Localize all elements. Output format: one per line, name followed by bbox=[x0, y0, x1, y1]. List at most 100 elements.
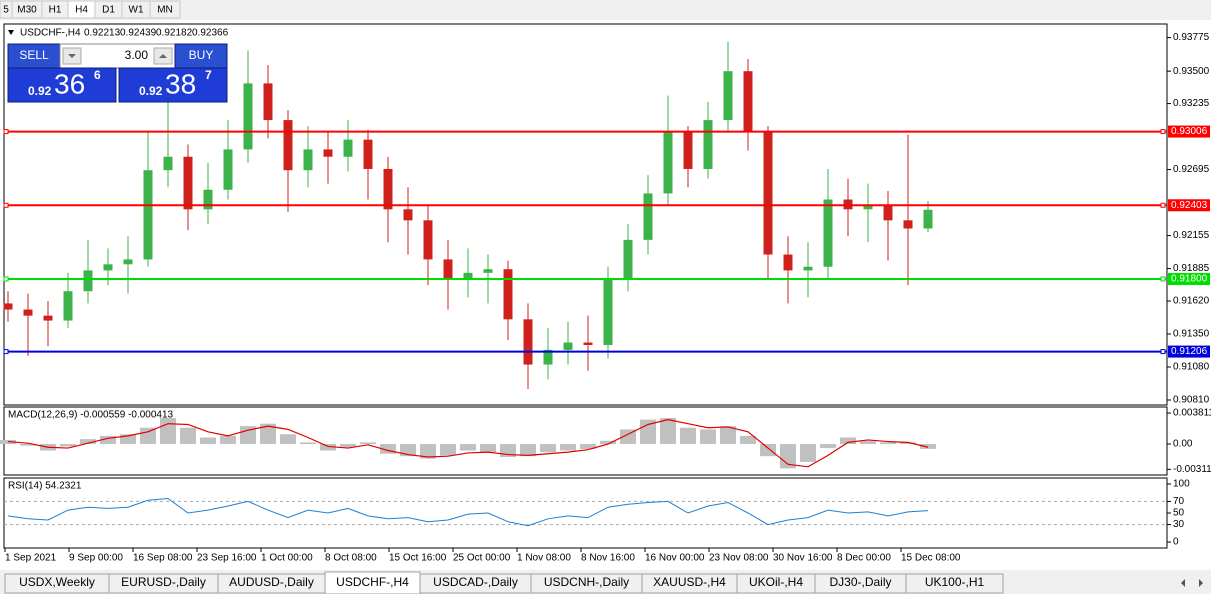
level-anchor bbox=[3, 129, 9, 135]
level-anchor bbox=[1160, 202, 1166, 208]
level-label: 0.93006 bbox=[1171, 126, 1208, 137]
macd-bar bbox=[160, 417, 176, 445]
y-tick-label: 0.91350 bbox=[1173, 329, 1210, 340]
macd-bar bbox=[60, 444, 76, 447]
macd-bar bbox=[620, 429, 636, 445]
macd-bar bbox=[320, 444, 336, 451]
ohlc-value: 0.92366 bbox=[192, 28, 229, 39]
macd-bar bbox=[260, 423, 276, 445]
macd-bar bbox=[740, 435, 756, 445]
price-box[interactable] bbox=[7, 67, 117, 103]
y-tick-label: 0.90810 bbox=[1173, 395, 1210, 406]
candle-body bbox=[443, 259, 453, 279]
candle-body bbox=[683, 132, 693, 169]
macd-signal bbox=[7, 418, 929, 468]
level-anchor bbox=[1160, 129, 1166, 135]
chart-tab-label: XAUUSD-,H4 bbox=[653, 575, 726, 589]
price-sup: 6 bbox=[94, 68, 101, 82]
price-box[interactable] bbox=[118, 67, 228, 103]
buy-label: BUY bbox=[189, 48, 214, 62]
candle-body bbox=[43, 315, 53, 321]
candle-body bbox=[423, 220, 433, 260]
candle-body bbox=[723, 71, 733, 121]
level-label-bg bbox=[1168, 199, 1210, 212]
level-label: 0.92403 bbox=[1171, 200, 1208, 211]
macd-bar bbox=[180, 427, 196, 445]
macd-bar bbox=[100, 435, 116, 445]
macd-bar bbox=[480, 444, 496, 453]
x-tick-label: 16 Sep 08:00 bbox=[133, 553, 193, 564]
candle-body bbox=[83, 270, 93, 292]
macd-bar bbox=[840, 437, 856, 445]
y-tick-label: 0.92695 bbox=[1173, 164, 1210, 175]
macd-tick-label: -0.003115 bbox=[1173, 464, 1211, 475]
macd-bar bbox=[540, 444, 556, 453]
rsi-tick-label: 100 bbox=[1173, 479, 1190, 490]
x-tick-label: 1 Oct 00:00 bbox=[261, 553, 313, 564]
candle-body bbox=[583, 342, 593, 345]
macd-bar bbox=[300, 442, 316, 445]
macd-bar bbox=[380, 444, 396, 454]
macd-bar bbox=[360, 442, 376, 445]
candle-body bbox=[263, 83, 273, 121]
toolbar bbox=[0, 0, 1211, 20]
candle-body bbox=[163, 156, 173, 171]
macd-bar bbox=[860, 440, 876, 445]
buy-button[interactable] bbox=[174, 43, 228, 69]
macd-label: MACD(12,26,9) -0.000559 -0.000413 bbox=[8, 410, 174, 421]
y-tick-label: 0.91080 bbox=[1173, 362, 1210, 373]
candle-body bbox=[523, 319, 533, 365]
candle-body bbox=[923, 209, 933, 229]
candle-body bbox=[203, 189, 213, 210]
price-main: 36 bbox=[54, 68, 85, 99]
macd-bar bbox=[420, 444, 436, 459]
candle-body bbox=[783, 254, 793, 271]
x-tick-label: 1 Nov 08:00 bbox=[517, 553, 571, 564]
timeframe-label: 5 bbox=[3, 5, 9, 16]
sell-button[interactable] bbox=[7, 43, 61, 69]
ohlc-value: 0.92213 bbox=[84, 28, 121, 39]
macd-bar bbox=[600, 440, 616, 445]
y-tick-label: 0.93775 bbox=[1173, 32, 1210, 43]
macd-bar bbox=[760, 444, 776, 457]
macd-bar bbox=[780, 444, 796, 469]
candle-body bbox=[243, 83, 253, 150]
macd-bar bbox=[560, 444, 576, 451]
chart-tab-label: EURUSD-,Daily bbox=[121, 575, 206, 589]
chart-tab[interactable] bbox=[905, 573, 1004, 594]
x-tick-label: 8 Oct 08:00 bbox=[325, 553, 377, 564]
macd-panel bbox=[3, 406, 1168, 476]
candle-body bbox=[563, 342, 573, 350]
level-anchor bbox=[3, 202, 9, 208]
macd-bar bbox=[520, 444, 536, 457]
candle-body bbox=[283, 120, 293, 171]
macd-bar bbox=[220, 435, 236, 445]
chart-tab-label: USDCAD-,Daily bbox=[433, 575, 518, 589]
candle-body bbox=[823, 199, 833, 267]
rsi-tick-label: 0 bbox=[1173, 537, 1179, 548]
candle-body bbox=[403, 209, 413, 221]
candle-body bbox=[363, 139, 373, 169]
macd-bar bbox=[120, 434, 136, 445]
candle-body bbox=[123, 259, 133, 265]
y-tick-label: 0.93500 bbox=[1173, 66, 1210, 77]
macd-bar bbox=[240, 426, 256, 445]
tab-scroll-left bbox=[1181, 579, 1185, 587]
candle-body bbox=[343, 139, 353, 157]
chart-symbol: USDCHF-,H4 bbox=[20, 28, 81, 39]
macd-bar bbox=[660, 417, 676, 445]
macd-bar bbox=[880, 442, 896, 445]
rsi-tick-label: 70 bbox=[1173, 496, 1185, 507]
x-tick-label: 15 Dec 08:00 bbox=[901, 553, 961, 564]
arrow-down bbox=[68, 54, 76, 58]
timeframe-button[interactable] bbox=[149, 0, 181, 19]
candle-body bbox=[463, 272, 473, 279]
candle-body bbox=[903, 220, 913, 229]
macd-tick-label: 0.00 bbox=[1173, 439, 1193, 450]
price-main: 38 bbox=[165, 68, 196, 99]
chart-tab-label: AUDUSD-,Daily bbox=[229, 575, 314, 589]
level-anchor bbox=[3, 276, 9, 282]
candle-body bbox=[303, 149, 313, 171]
candle-body bbox=[503, 269, 513, 320]
